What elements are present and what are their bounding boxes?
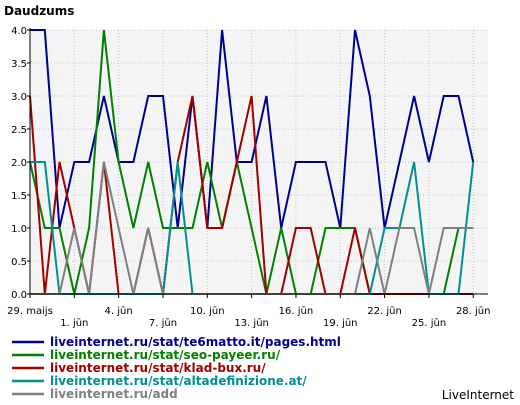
y-tick-label: 2.0 (11, 158, 27, 169)
x-tick-label: 7. jūn (149, 318, 177, 329)
x-tick-label: 4. jūn (105, 306, 133, 317)
x-tick-label: 29. maijs (7, 306, 53, 317)
x-tick-label: 16. jūn (279, 306, 314, 317)
x-tick-label: 10. jūn (190, 306, 225, 317)
x-tick-label: 13. jūn (234, 318, 269, 329)
x-tick-label: 22. jūn (367, 306, 402, 317)
brand-label: LiveInternet (442, 388, 514, 402)
legend-label-2: liveinternet.ru/stat/seo-payeer.ru/ (50, 348, 281, 362)
y-tick-label: 4.0 (11, 26, 27, 37)
y-axis-ticks: 0.0 0.5 1.0 1.5 2.0 2.5 3.0 3.5 4.0 (11, 26, 30, 301)
x-tick-label: 1. jūn (60, 318, 88, 329)
y-tick-label: 1.5 (11, 191, 27, 202)
y-tick-label: 0.5 (11, 257, 27, 268)
legend: liveinternet.ru/stat/te6matto.it/pages.h… (12, 335, 341, 401)
y-tick-label: 0.0 (11, 290, 27, 301)
axes (29, 28, 488, 295)
chart-title: Daudzums (4, 4, 74, 18)
legend-label-5: liveinternet.ru/add (50, 387, 178, 401)
x-axis-ticks: 29. maijs 1. jūn 4. jūn 7. jūn 10. jūn 13. jū… (7, 294, 490, 329)
x-tick-label: 19. jūn (323, 318, 358, 329)
y-tick-label: 3.5 (11, 59, 27, 70)
x-tick-label: 25. jūn (412, 318, 447, 329)
legend-label-4: liveinternet.ru/stat/altadefinizione.at/ (50, 374, 307, 388)
legend-label-3: liveinternet.ru/stat/klad-bux.ru/ (50, 361, 266, 375)
y-tick-label: 3.0 (11, 92, 27, 103)
legend-label-1: liveinternet.ru/stat/te6matto.it/pages.h… (50, 335, 341, 349)
x-tick-label: 28. jūn (456, 306, 491, 317)
y-tick-label: 2.5 (11, 125, 27, 136)
series-line-1 (30, 29, 475, 229)
y-tick-label: 1.0 (11, 224, 27, 235)
